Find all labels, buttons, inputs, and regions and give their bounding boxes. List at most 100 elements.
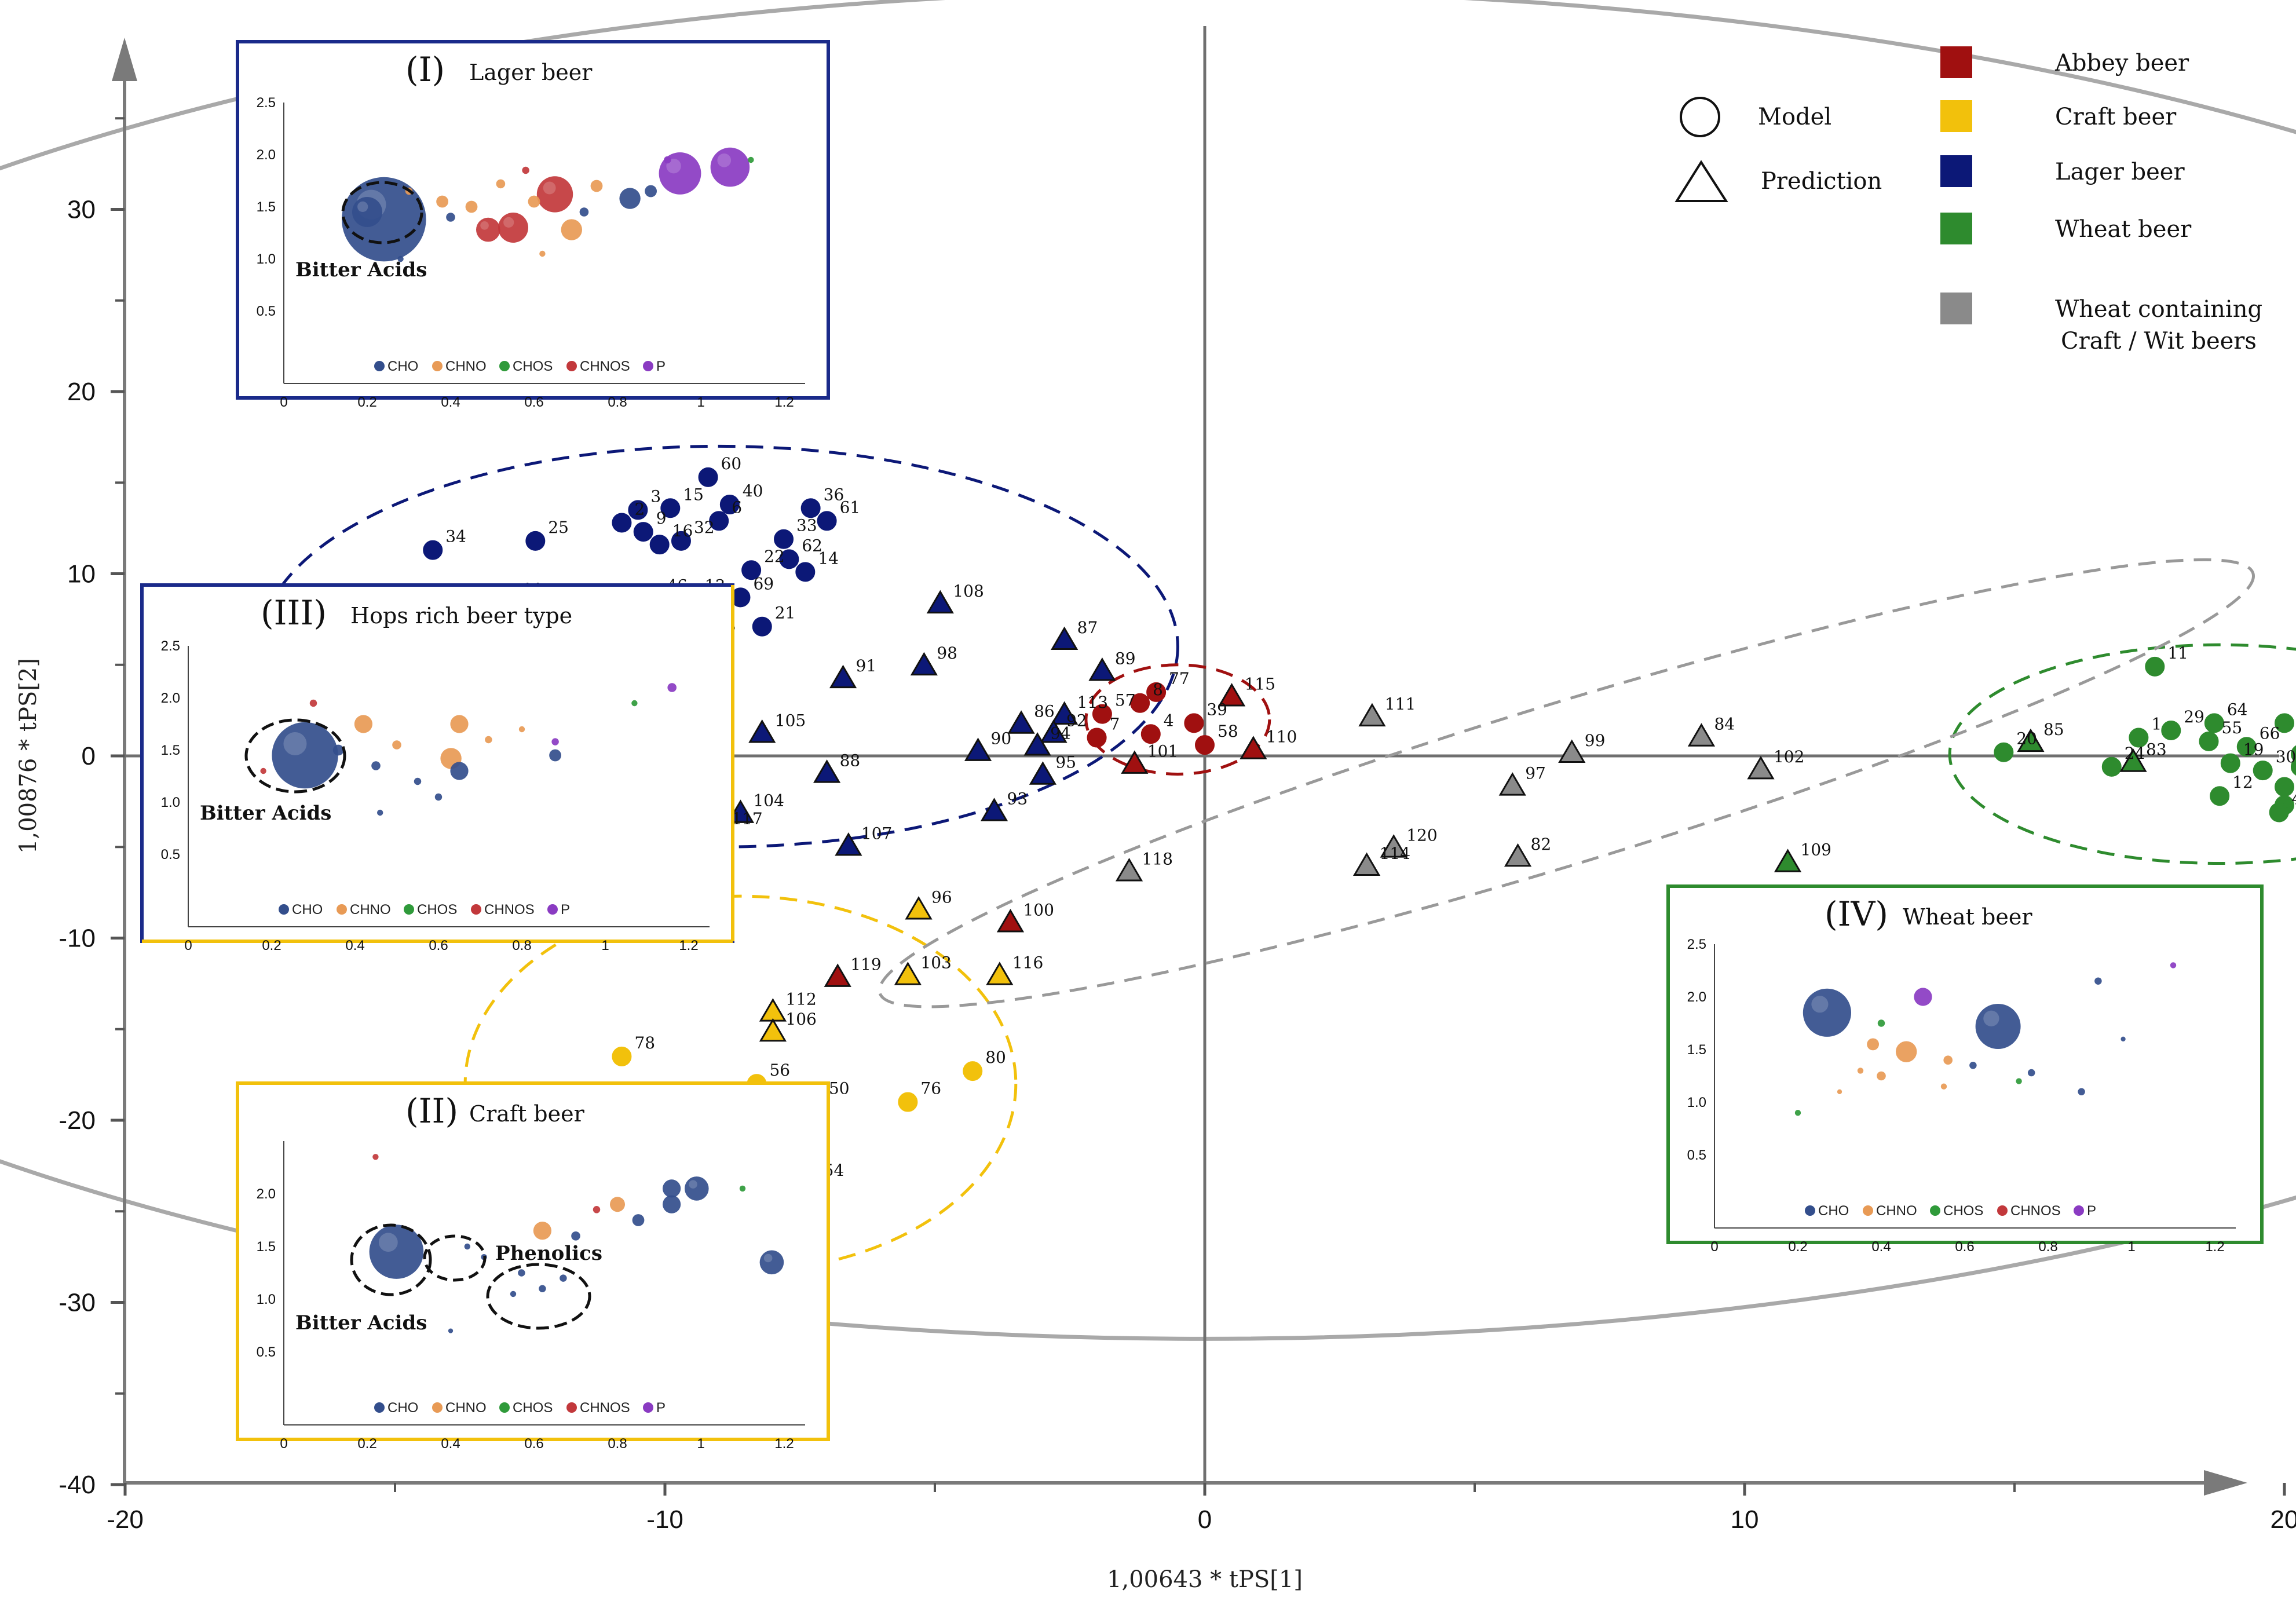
point-label-64: 64: [2227, 700, 2248, 719]
inset-legend-dot-chos: [404, 904, 414, 915]
inset-annotation-ellipse: [350, 1223, 432, 1296]
inset-title-roman: (III): [261, 593, 327, 633]
inset-bubble-cho: [377, 809, 383, 816]
y-tick-label: -40: [59, 1471, 96, 1499]
legend-swatch-craft: [1940, 100, 1972, 132]
x-tick-label: 10: [1731, 1505, 1759, 1534]
point-lager-model-14: [795, 562, 816, 582]
point-label-102: 102: [1774, 747, 1804, 766]
inset-annotation-ellipse-3: [486, 1263, 591, 1330]
inset-title-text: Wheat beer: [1903, 904, 2032, 930]
inset-x-tick-label: 0.6: [524, 394, 543, 410]
point-wheat-model-24: [2101, 756, 2122, 777]
inset-legend-dot-chno: [432, 361, 443, 371]
point-abbey-model-58: [1195, 735, 1215, 755]
point-label-61: 61: [840, 498, 861, 517]
point-label-114: 114: [1380, 844, 1410, 863]
point-lager-prediction-90: [964, 737, 992, 761]
inset-bubble-chnos: [536, 176, 573, 213]
inset-bubble-cho: [685, 1176, 709, 1201]
point-label-34: 34: [445, 527, 466, 546]
y-tick-label: -30: [59, 1289, 96, 1317]
point-label-20: 20: [2016, 729, 2037, 748]
inset-bubble-cho: [2027, 1069, 2035, 1077]
point-label-120: 120: [1406, 825, 1437, 845]
point-lager-prediction-92: [1040, 719, 1067, 743]
point-wheat-model-29: [2161, 720, 2181, 740]
inset-3: 2.0 1.5 1.0 0.5 0 0.2 0.4 0.6 0.8 1 1.2 (II) Craft b…: [236, 1081, 830, 1452]
point-label-76: 76: [920, 1079, 941, 1098]
point-lager-prediction-105: [748, 719, 776, 743]
point-gray-prediction-120: [1380, 834, 1407, 858]
point-lager-prediction-91: [829, 664, 857, 689]
point-gray-prediction-97: [1498, 772, 1526, 796]
point-lager-model-3: [628, 500, 648, 520]
point-label-93: 93: [1007, 789, 1028, 808]
y-tick-label: -20: [59, 1106, 96, 1135]
insets-layer: 2.5 2.0 1.5 1.0 0.5 0 0.2 0.4 0.6 0.8 1 1.2 (I) Lager…: [140, 40, 2264, 1452]
point-label-40: 40: [743, 481, 763, 500]
inset-legend-label-chno: CHNO: [350, 902, 391, 918]
inset-bubble-chno: [392, 740, 401, 750]
point-wheat-model-20: [1994, 742, 2014, 762]
point-gray-prediction-84: [1687, 723, 1716, 747]
inset-x-tick-label: 0.8: [608, 394, 627, 410]
inset-legend-dot-chno: [1863, 1205, 1873, 1216]
point-label-56: 56: [769, 1061, 790, 1080]
point-abbey-model-39: [1184, 713, 1204, 733]
inset-note-bitter-acids: Bitter Acids: [295, 1311, 427, 1335]
point-label-47: 47: [2292, 789, 2296, 808]
point-label-95: 95: [1055, 753, 1076, 772]
inset-legend-label-p: P: [656, 1400, 666, 1416]
inset-bubble-chos: [748, 156, 754, 163]
inset-legend-dot-chnos: [566, 1402, 577, 1413]
inset-bubble-highlight: [480, 221, 489, 230]
inset-y-tick-label: 1.5: [1687, 1042, 1706, 1058]
legend-label-gray: Wheat containing: [2055, 296, 2262, 323]
y-tick-label: -10: [59, 924, 96, 953]
inset-x-tick-label: 1: [697, 394, 704, 410]
inset-bubble-chno: [485, 736, 492, 744]
point-label-7: 7: [1110, 715, 1120, 734]
point-label-100: 100: [1023, 900, 1054, 919]
inset-bubble-p: [710, 147, 750, 187]
inset-x-tick-label: 1: [2127, 1239, 2135, 1255]
point-label-62: 62: [802, 536, 822, 555]
inset-note-bitter-acids: Bitter Acids: [200, 802, 331, 825]
inset-bubble-chno: [496, 179, 506, 189]
point-label-58: 58: [1218, 722, 1238, 741]
point-label-109: 109: [1801, 840, 1831, 860]
inset-x-tick-label: 0.2: [357, 394, 376, 410]
point-label-21: 21: [775, 604, 796, 623]
inset-bubble-cho: [2078, 1088, 2085, 1096]
inset-bubble-chos: [1877, 1019, 1885, 1027]
inset-bubble-highlight: [717, 153, 732, 167]
inset-legend-dot-p: [643, 1402, 653, 1413]
inset-legend-label-chnos: CHNOS: [580, 1400, 630, 1416]
inset-annotation-ellipse: [244, 718, 346, 794]
inset-x-tick-label: 0.4: [345, 938, 364, 953]
point-label-113: 113: [1077, 693, 1108, 712]
point-abbey-prediction-100: [996, 909, 1025, 933]
inset-bubble-cho: [510, 1291, 517, 1297]
inset-bubble-chno: [539, 250, 546, 257]
point-wheat-model-27: [2290, 745, 2296, 763]
point-label-32: 32: [694, 518, 715, 537]
inset-x-tick-label: 1.2: [679, 938, 698, 953]
inset-legend-label-chno: CHNO: [1876, 1203, 1917, 1219]
legend-circle-shape: [1680, 97, 1720, 137]
inset-bubble-highlight: [283, 732, 307, 755]
point-label-2: 2: [634, 499, 645, 518]
point-label-101: 101: [1147, 742, 1178, 761]
point-label-103: 103: [920, 953, 951, 973]
x-axis-title: 1,00643 * tPS[1]: [1107, 1566, 1303, 1593]
cluster-ellipse-wheat: [1948, 643, 2296, 865]
inset-bubble-chnos: [309, 699, 317, 707]
inset-bubble-cho: [539, 1285, 546, 1293]
x-tick-label: 20: [2271, 1505, 2296, 1534]
inset-bubble-cho: [560, 1274, 567, 1282]
inset-bubble-chno: [1837, 1089, 1842, 1094]
point-label-115: 115: [1245, 674, 1275, 693]
point-label-90: 90: [991, 729, 1012, 748]
inset-title-text: Craft beer: [469, 1101, 585, 1127]
